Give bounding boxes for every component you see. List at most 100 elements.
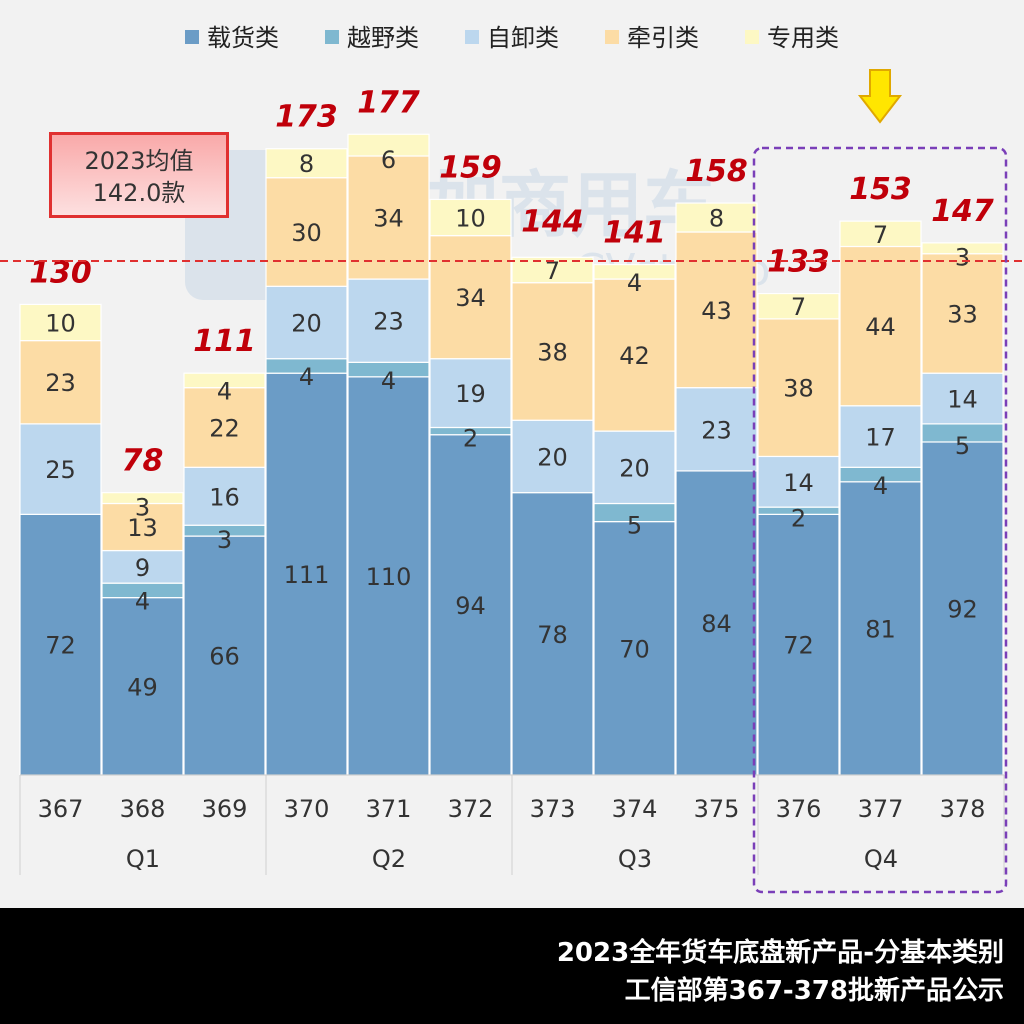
bar-segment <box>675 202 758 233</box>
bar-segment <box>429 198 512 237</box>
data-label: 78 <box>537 621 568 649</box>
tick-label: 377 <box>858 795 904 823</box>
legend-label: 越野类 <box>347 24 419 52</box>
legend-label: 载货类 <box>207 24 279 52</box>
data-label: 22 <box>209 414 240 442</box>
data-label: 4 <box>873 472 888 500</box>
tick-label: 371 <box>366 795 412 823</box>
bar-segment <box>183 387 266 468</box>
tick-label: 374 <box>612 795 658 823</box>
total-label: 78 <box>122 444 164 479</box>
bar-segment <box>757 513 840 776</box>
bar-segment <box>839 220 922 248</box>
bar-segment <box>19 340 102 425</box>
data-label: 38 <box>537 338 568 366</box>
data-label: 20 <box>619 454 650 482</box>
data-label: 111 <box>284 561 330 589</box>
tick-label: 378 <box>940 795 986 823</box>
legend-label: 专用类 <box>767 24 839 52</box>
total-label: 158 <box>685 154 748 189</box>
bar-segment <box>675 231 758 389</box>
legend-swatch <box>745 30 759 44</box>
data-label: 4 <box>217 378 232 406</box>
group-label: Q3 <box>618 845 652 873</box>
data-label: 92 <box>947 595 978 623</box>
data-label: 2 <box>791 504 806 532</box>
data-label: 94 <box>455 592 486 620</box>
footer-title: 2023全年货车底盘新产品-分基本类别 <box>556 938 1004 968</box>
data-label: 10 <box>455 205 486 233</box>
bar-segment <box>921 242 1004 255</box>
data-label: 25 <box>45 456 76 484</box>
data-label: 49 <box>127 673 158 701</box>
bar-segment <box>347 376 430 776</box>
bar-segment <box>593 278 676 432</box>
data-label: 8 <box>709 205 724 233</box>
data-label: 4 <box>135 588 150 616</box>
down-arrow-icon <box>857 69 903 124</box>
data-label: 7 <box>873 221 888 249</box>
bar-segment <box>183 372 266 389</box>
bar-segment <box>429 434 512 776</box>
bar-segment <box>101 549 184 584</box>
bar-segment <box>265 285 348 360</box>
bar-segment <box>429 235 512 360</box>
data-label: 16 <box>209 483 240 511</box>
total-label: 144 <box>521 205 584 240</box>
total-label: 147 <box>931 194 994 229</box>
data-label: 19 <box>455 380 486 408</box>
data-label: 84 <box>701 610 732 638</box>
bar-segment <box>757 318 840 458</box>
bar-segment <box>101 492 184 505</box>
legend-swatch <box>185 30 199 44</box>
total-label: 141 <box>603 216 666 251</box>
total-label: 177 <box>357 85 420 120</box>
total-label: 173 <box>275 100 338 135</box>
x-axis: 367 368 369 370 371 372 373 374 375 376 377 378 Q1 Q2… <box>19 774 1005 875</box>
bar-segment <box>347 155 430 280</box>
bar-segment <box>347 278 430 363</box>
data-label: 20 <box>291 310 322 338</box>
data-label: 42 <box>619 342 650 370</box>
highlight-box <box>752 146 1008 894</box>
bar-segment <box>593 263 676 280</box>
data-label: 81 <box>865 615 896 643</box>
data-label: 3 <box>217 526 232 554</box>
bar-segment <box>921 253 1004 374</box>
total-label: 159 <box>439 150 502 185</box>
data-label: 8 <box>299 150 314 178</box>
group-label: Q1 <box>126 845 160 873</box>
total-label: 111 <box>193 324 256 359</box>
tick-label: 376 <box>776 795 822 823</box>
bar-segment <box>593 430 676 505</box>
data-label: 72 <box>783 632 814 660</box>
average-callout: 2023均值 142.0款 <box>49 132 229 218</box>
bar-segment <box>19 303 102 342</box>
data-label: 4 <box>299 363 314 391</box>
tick-label: 370 <box>284 795 330 823</box>
data-label: 4 <box>627 269 642 297</box>
overlay <box>0 69 1024 894</box>
data-label: 17 <box>865 424 896 452</box>
data-label: 110 <box>366 563 412 591</box>
data-label: 9 <box>135 554 150 582</box>
tick-label: 372 <box>448 795 494 823</box>
data-label: 43 <box>701 297 732 325</box>
bar-segment <box>839 405 922 468</box>
bar-segment <box>347 133 430 157</box>
legend-label: 自卸类 <box>487 24 559 52</box>
total-label: 133 <box>767 245 830 280</box>
data-label: 66 <box>209 643 240 671</box>
legend-swatch <box>325 30 339 44</box>
footer: 2023全年货车底盘新产品-分基本类别 工信部第367-378批新产品公示 <box>0 908 1024 1024</box>
bar-segment <box>511 492 594 776</box>
average-label: 2023均值 <box>84 147 194 175</box>
data-label: 2 <box>463 425 478 453</box>
data-label: 14 <box>947 386 978 414</box>
bar-segment <box>675 387 758 472</box>
data-label: 6 <box>381 146 396 174</box>
bar-segment <box>757 292 840 320</box>
group-label: Q2 <box>372 845 406 873</box>
data-label: 13 <box>127 514 158 542</box>
tick-label: 367 <box>38 795 84 823</box>
